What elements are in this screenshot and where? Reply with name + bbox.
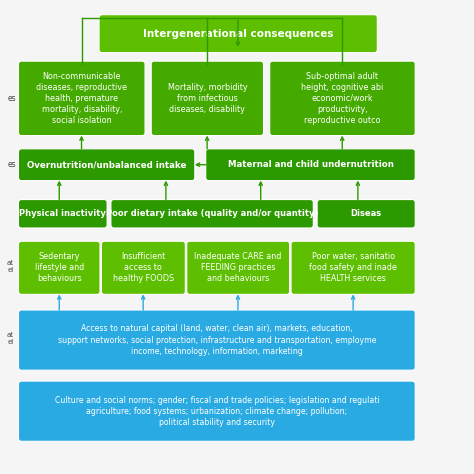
Text: Diseas: Diseas [351, 210, 382, 218]
Text: Inadequate CARE and
FEEDING practices
and behaviours: Inadequate CARE and FEEDING practices an… [194, 252, 282, 283]
Text: Poor water, sanitatio
food safety and inade
HEALTH services: Poor water, sanitatio food safety and in… [309, 252, 397, 283]
Text: es: es [8, 161, 16, 169]
FancyBboxPatch shape [18, 381, 415, 441]
FancyBboxPatch shape [206, 149, 415, 181]
FancyBboxPatch shape [270, 61, 415, 136]
FancyBboxPatch shape [111, 200, 313, 228]
FancyBboxPatch shape [18, 200, 107, 228]
FancyBboxPatch shape [291, 241, 415, 294]
Text: Maternal and child undernutrition: Maternal and child undernutrition [228, 160, 393, 169]
Text: Sub-optimal adult
height, cognitive abi
economic/work
productivity,
reproductive: Sub-optimal adult height, cognitive abi … [301, 72, 383, 125]
FancyBboxPatch shape [18, 241, 100, 294]
Text: Non-communicable
diseases, reproductive
health, premature
mortality, disability,: Non-communicable diseases, reproductive … [36, 72, 127, 125]
Text: at
el: at el [7, 260, 14, 273]
FancyBboxPatch shape [18, 310, 415, 370]
Text: Intergenerational consequences: Intergenerational consequences [143, 28, 333, 39]
FancyBboxPatch shape [151, 61, 264, 136]
Text: Insufficient
access to
healthy FOODS: Insufficient access to healthy FOODS [113, 252, 174, 283]
FancyBboxPatch shape [101, 241, 185, 294]
FancyBboxPatch shape [99, 15, 377, 53]
FancyBboxPatch shape [18, 149, 195, 181]
Text: Physical inactivity: Physical inactivity [19, 210, 106, 218]
Text: es: es [8, 94, 16, 103]
FancyBboxPatch shape [317, 200, 415, 228]
Text: Sedentary
lifestyle and
behaviours: Sedentary lifestyle and behaviours [35, 252, 84, 283]
Text: Culture and social norms; gender; fiscal and trade policies; legislation and reg: Culture and social norms; gender; fiscal… [55, 396, 379, 427]
Text: Mortality, morbidity
from infectious
diseases, disability: Mortality, morbidity from infectious dis… [168, 83, 247, 114]
Text: at
el: at el [7, 332, 14, 346]
FancyBboxPatch shape [18, 61, 145, 136]
Text: Access to natural capital (land, water, clean air), markets, education,
support : Access to natural capital (land, water, … [58, 325, 376, 356]
Text: Poor dietary intake (quality and/or quantity): Poor dietary intake (quality and/or quan… [106, 210, 319, 218]
FancyBboxPatch shape [187, 241, 290, 294]
Text: Overnutrition/unbalanced intake: Overnutrition/unbalanced intake [27, 160, 186, 169]
